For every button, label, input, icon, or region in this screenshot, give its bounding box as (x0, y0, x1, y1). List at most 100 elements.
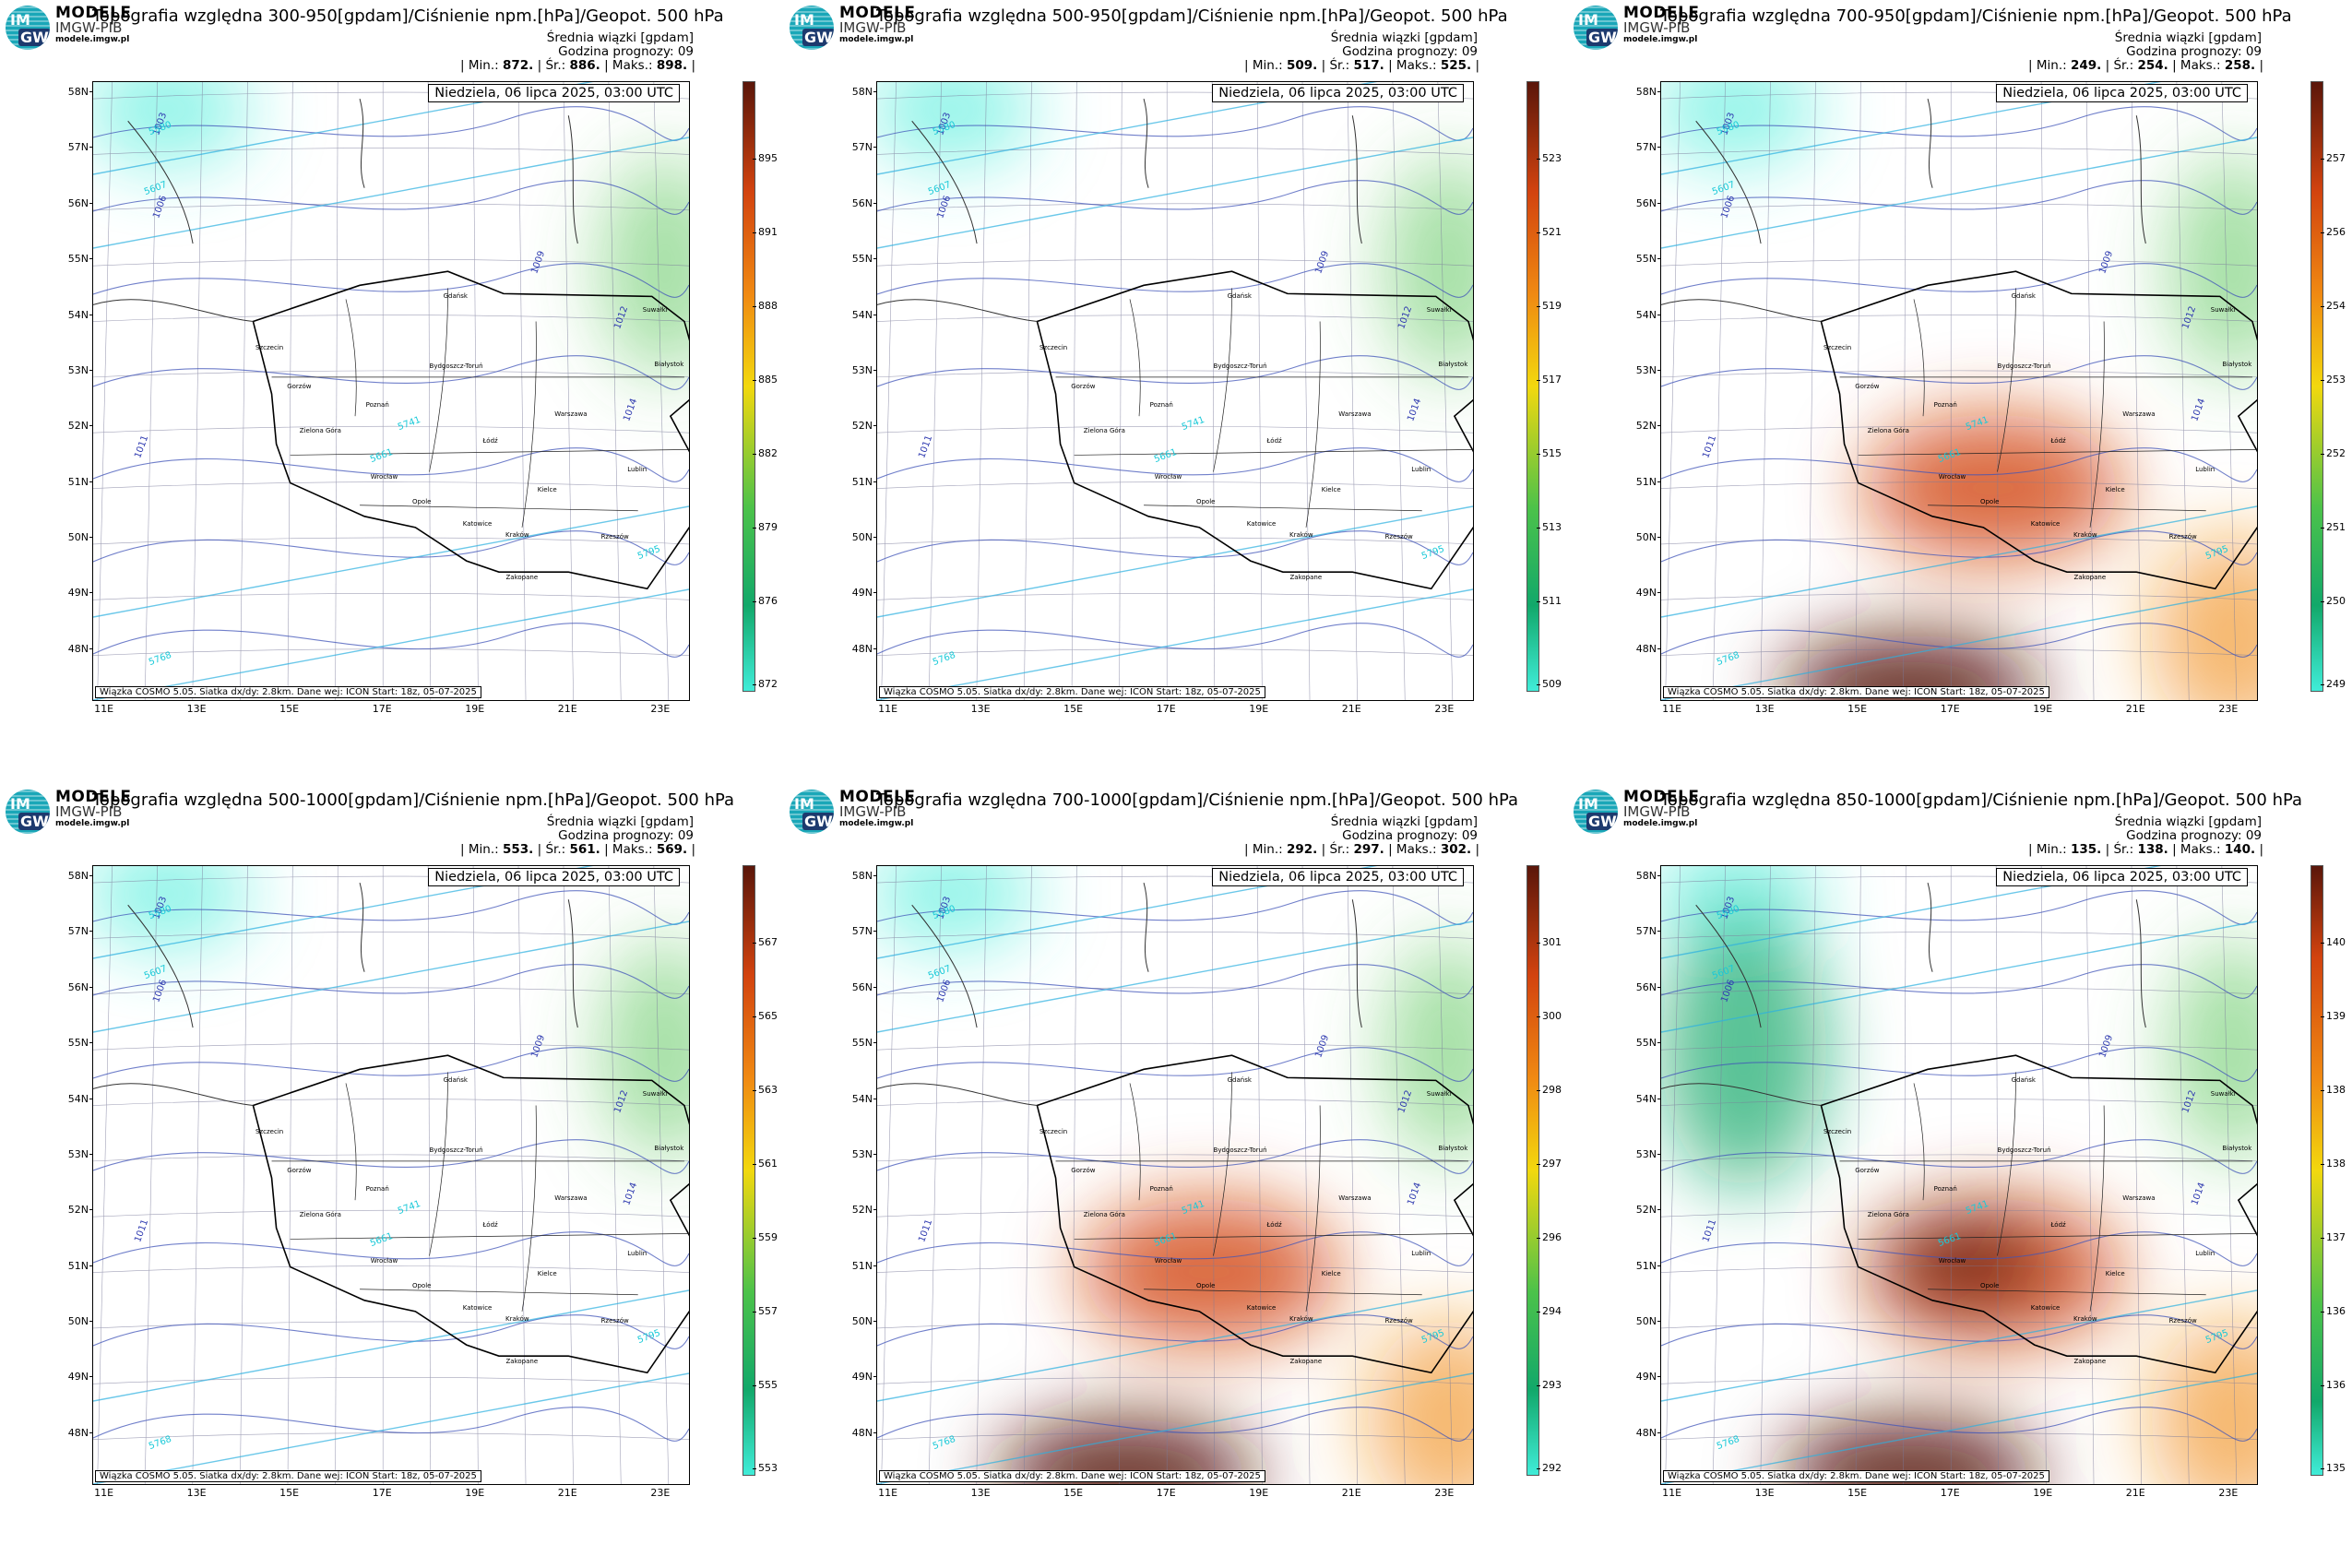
city-label: Szczecin (255, 343, 284, 351)
colorbar-tick-label: 559 (753, 1231, 778, 1243)
max-value: 898. (656, 58, 688, 73)
colorbar-tick-label: 294 (1537, 1305, 1562, 1317)
lon-tick-label: 11E (94, 1487, 114, 1499)
city-label: Wrocław (370, 472, 398, 481)
city-label: Szczecin (1823, 1127, 1852, 1135)
colorbar-tick-label: 136 (2321, 1379, 2346, 1391)
city-label: Zielona Góra (1083, 1210, 1125, 1218)
min-label: Min.: (1252, 58, 1283, 73)
colorbar-tick-label: 136 (2321, 1305, 2346, 1317)
map-area: Gdańsk Suwałki Szczecin Białystok Bydgoszcz-… (876, 81, 1474, 701)
colorbar-tick-label: 297 (1537, 1158, 1562, 1170)
avg-label: Śr.: (2113, 58, 2134, 73)
lat-tick-label: 56N (55, 981, 93, 993)
city-label: Lublin (1411, 1249, 1431, 1257)
regional-borders (271, 1072, 689, 1312)
colorbar-tick-label: 523 (1537, 152, 1562, 164)
map-area: Gdańsk Suwałki Szczecin Białystok Bydgoszcz-… (92, 865, 690, 1485)
brand-name: MODELE (1623, 788, 1700, 806)
city-label: Poznań (1149, 401, 1173, 410)
chart-title: Topografia względna 850-1000[gpdam]/Ciśn… (1660, 790, 2303, 810)
lat-tick-label: 54N (839, 1093, 877, 1105)
colorbar-tick-label: 563 (753, 1084, 778, 1096)
map-field (1661, 82, 2257, 700)
brand-name: MODELE (1623, 4, 1700, 22)
city-label: Białystok (1438, 361, 1468, 369)
forecast-hour: Godzina prognozy: 09 (558, 44, 694, 59)
colorbar-tick-label: 557 (753, 1305, 778, 1317)
city-label: Łódź (2050, 1220, 2066, 1229)
field-blobs (877, 866, 1473, 1484)
brand-url: modele.imgw.pl (1623, 35, 1698, 44)
colorbar-tick-label: 882 (753, 447, 778, 459)
lon-tick-label: 19E (1249, 703, 1269, 715)
city-label: Warszawa (554, 410, 588, 419)
lon-tick-label: 11E (1662, 703, 1682, 715)
lon-tick-label: 11E (1662, 1487, 1682, 1499)
brand-url: modele.imgw.pl (1623, 819, 1698, 828)
map-field (93, 866, 689, 1484)
lon-tick-label: 11E (94, 703, 114, 715)
lon-tick-label: 17E (1940, 1487, 1960, 1499)
stats-line: | Min.: 292. | Śr.: 297. | Maks.: 302. | (1244, 842, 1479, 857)
city-label: Szczecin (1039, 343, 1068, 351)
city-label: Kielce (1321, 486, 1341, 494)
forecast-hour: Godzina prognozy: 09 (558, 828, 694, 843)
colorbar-tick-label: 296 (1537, 1231, 1562, 1243)
lon-tick-label: 17E (1940, 703, 1960, 715)
lat-tick-label: 48N (1623, 643, 1661, 655)
brand-name: MODELE (839, 4, 916, 22)
field-blobs (93, 82, 689, 377)
logo-gw-text: GW (802, 813, 834, 830)
city-label: Suwałki (2210, 306, 2236, 315)
isobar-lines (1661, 890, 2257, 1442)
model-footer: Wiązka COSMO 5.05. Siatka dx/dy: 2.8km. … (95, 1470, 481, 1482)
colorbar (1526, 865, 1539, 1476)
geopotential-lines (877, 82, 1473, 700)
city-label: Kraków (1289, 1315, 1313, 1324)
city-label: Szczecin (255, 1127, 284, 1135)
brand-org: IMGW-PIB (1623, 803, 1691, 820)
lat-tick-label: 53N (1623, 364, 1661, 376)
lat-tick-label: 49N (1623, 587, 1661, 599)
lat-tick-label: 57N (1623, 141, 1661, 153)
logo-im-text: IM (1578, 11, 1598, 29)
brand-block: MODELE IMGW-PIB modele.imgw.pl (839, 789, 916, 829)
coastline (1661, 882, 2146, 1107)
colorbar-tick-label: 138 (2321, 1158, 2346, 1170)
field-blobs (1661, 82, 2257, 700)
lat-tick-label: 48N (1623, 1427, 1661, 1439)
city-label: Suwałki (1426, 306, 1452, 315)
imgw-logo: IM GW (1574, 6, 1618, 50)
city-label: Poznań (1933, 1185, 1957, 1194)
lon-tick-label: 19E (465, 1487, 485, 1499)
lat-tick-label: 57N (55, 141, 93, 153)
city-label: Katowice (462, 1304, 493, 1313)
field-base (93, 866, 689, 1484)
coastline (1661, 98, 2146, 323)
lat-tick-label: 48N (55, 1427, 93, 1439)
lat-tick-label: 51N (1623, 476, 1661, 488)
city-label: Opole (1979, 1281, 2000, 1289)
city-label: Zakopane (1289, 1358, 1323, 1366)
city-label: Zielona Góra (1083, 426, 1125, 434)
lat-tick-label: 52N (1623, 420, 1661, 432)
colorbar-tick-label: 256 (2321, 226, 2346, 238)
forecast-date: Niedziela, 06 lipca 2025, 03:00 UTC (428, 868, 680, 886)
coastline (877, 98, 1362, 323)
city-label: Zakopane (505, 574, 539, 582)
poland-border (1036, 1054, 1473, 1374)
avg-value: 561. (569, 842, 600, 857)
stats-line: | Min.: 249. | Śr.: 254. | Maks.: 258. | (2028, 58, 2263, 73)
colorbar-tick-label: 521 (1537, 226, 1562, 238)
lon-tick-label: 17E (372, 703, 392, 715)
lon-tick-label: 11E (878, 1487, 898, 1499)
city-label: Łódź (1266, 1220, 1282, 1229)
graticule (877, 82, 1473, 700)
logo-gw-text: GW (18, 813, 50, 830)
max-value: 569. (656, 842, 688, 857)
city-label: Kraków (505, 1315, 529, 1324)
graticule (93, 866, 689, 1484)
chart-title: Topografia względna 500-1000[gpdam]/Ciśn… (92, 790, 735, 810)
coastline (93, 98, 578, 323)
